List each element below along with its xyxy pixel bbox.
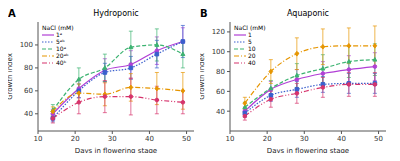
html-text:20ᵃᵇ: 20ᵃᵇ (56, 52, 69, 59)
svg-text:60: 60 (216, 88, 225, 96)
html-text:Aquaponic: Aquaponic (287, 9, 329, 18)
svg-text:40: 40 (337, 135, 346, 143)
html-text:10: 10 (248, 45, 256, 52)
svg-text:80: 80 (24, 64, 33, 72)
svg-text:100: 100 (20, 41, 33, 49)
svg-text:50: 50 (182, 135, 191, 143)
svg-text:30: 30 (300, 135, 309, 143)
html-text:40: 40 (248, 59, 256, 66)
svg-text:40: 40 (24, 110, 33, 118)
svg-text:50: 50 (374, 135, 383, 143)
svg-text:10: 10 (226, 135, 235, 143)
html-text:1ᵃ: 1ᵃ (56, 31, 63, 38)
svg-text:80: 80 (216, 68, 225, 76)
html-text:A: A (8, 8, 16, 19)
html-text:B: B (200, 8, 208, 19)
html-text:5: 5 (248, 38, 252, 45)
html-text:5ᵃᵇ: 5ᵃᵇ (56, 38, 65, 45)
svg-text:40: 40 (216, 108, 225, 116)
svg-text:10: 10 (34, 135, 43, 143)
svg-text:Growth index: Growth index (8, 53, 14, 100)
html-text:NaCl (mM): NaCl (mM) (234, 24, 266, 31)
html-text:10ᵃ: 10ᵃ (56, 45, 66, 52)
svg-text:20: 20 (263, 135, 272, 143)
svg-text:60: 60 (24, 87, 33, 95)
svg-text:Growth index: Growth index (200, 53, 206, 100)
html-text:NaCl (mM): NaCl (mM) (42, 24, 74, 31)
svg-text:120: 120 (212, 28, 225, 36)
svg-text:100: 100 (212, 48, 225, 56)
html-text:20: 20 (248, 52, 256, 59)
html-text:Hydroponic: Hydroponic (93, 9, 139, 18)
html-text:40ᵇ: 40ᵇ (56, 59, 67, 66)
html-text:1: 1 (248, 31, 252, 38)
svg-text:30: 30 (108, 135, 117, 143)
svg-text:40: 40 (145, 135, 154, 143)
svg-text:Days in flowering stage: Days in flowering stage (75, 147, 157, 153)
svg-text:Days in flowering stage: Days in flowering stage (267, 147, 349, 153)
svg-text:20: 20 (71, 135, 80, 143)
